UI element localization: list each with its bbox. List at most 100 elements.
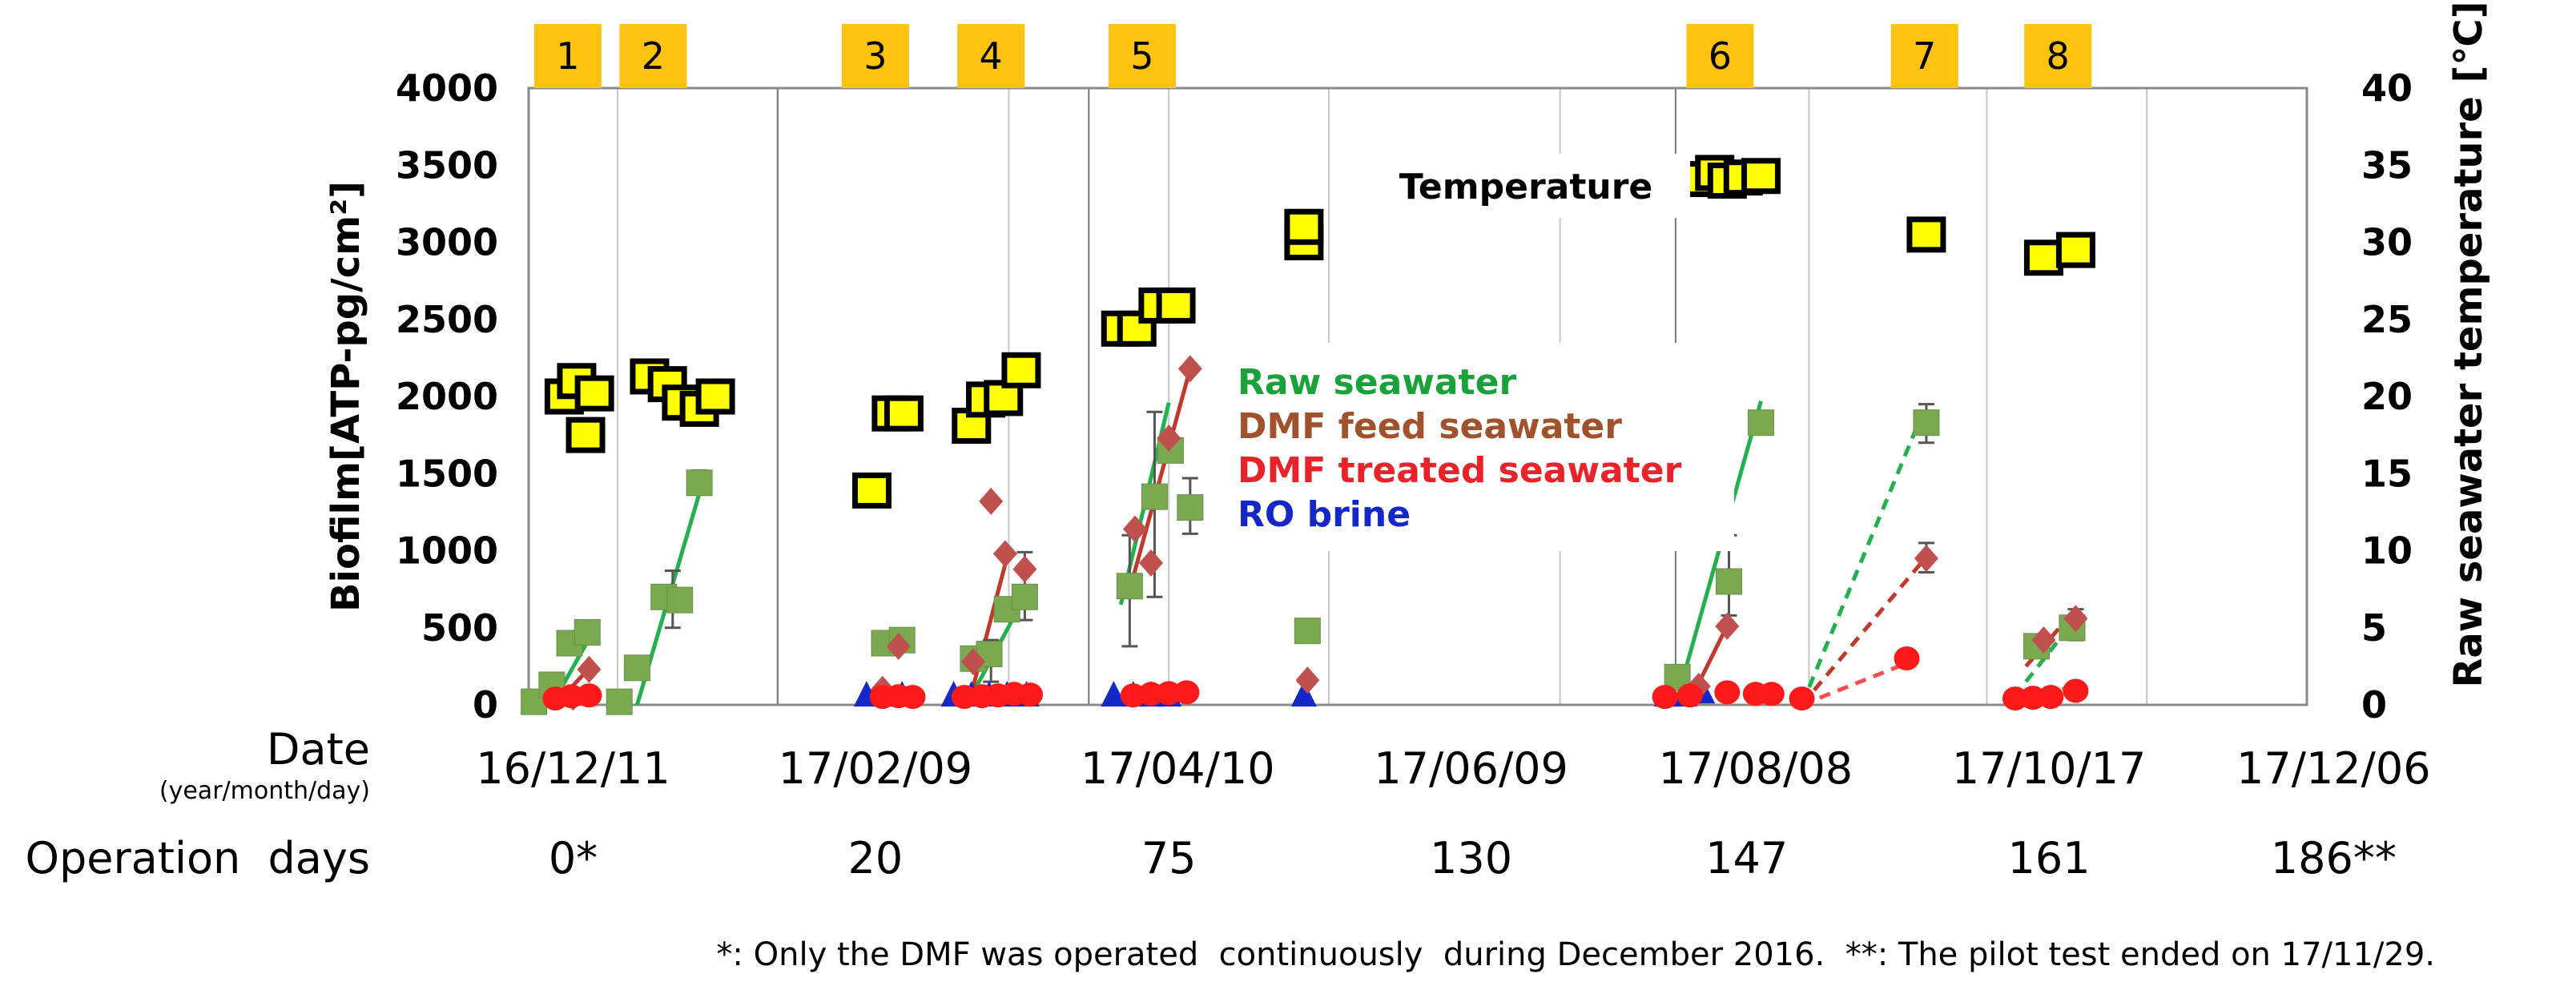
legend-raw-seawater: Raw seawater — [1238, 362, 1516, 403]
raw-seawater-point — [1141, 483, 1168, 510]
dmf-feed-seawater-point — [1715, 612, 1740, 640]
dmf-treated-seawater-point — [2038, 685, 2064, 710]
dmf-treated-seawater-point — [1758, 682, 1785, 706]
period-box — [619, 24, 687, 88]
dmf-treated-seawater-point — [1894, 646, 1920, 671]
temperature-point — [566, 417, 606, 453]
temperature-point — [2023, 239, 2063, 276]
right-axis-tick-label: 35 — [2361, 143, 2413, 187]
temperature-point — [1001, 352, 1041, 388]
period-box-label: 5 — [1130, 34, 1153, 78]
left-axis-title: Biofilm[ATP-pg/cm²] — [324, 181, 368, 612]
left-axis-tick-label: 4000 — [396, 66, 498, 110]
left-axis-tick-label: 2500 — [396, 298, 498, 341]
left-axis-tick-label: 1000 — [396, 529, 498, 573]
temperature-point — [851, 472, 892, 509]
raw-seawater-point — [606, 688, 633, 715]
period-box-label: 7 — [1913, 34, 1936, 78]
left-axis-tick-label: 2000 — [396, 375, 498, 418]
dmf-treated-seawater-point — [2063, 678, 2089, 703]
period-box — [1686, 24, 1754, 88]
right-axis-tick-label: 20 — [2361, 375, 2413, 418]
dmf-feed-seawater-point — [1123, 515, 1148, 543]
raw-seawater-point — [1913, 409, 1940, 437]
dmf-feed-seawater-point — [979, 487, 1004, 515]
dmf-feed-seawater-point — [2031, 626, 2056, 654]
dmf-treated-seawater-point — [1676, 683, 1703, 708]
legend-dmf-feed-seawater: DMF feed seawater — [1238, 406, 1622, 447]
temperature-point — [2055, 231, 2095, 268]
temperature-label: Temperature — [1362, 154, 1690, 218]
right-axis-tick-label: 0 — [2361, 683, 2387, 726]
operation-days-values: 0* 20 75 130 147 161 186** — [549, 833, 2397, 883]
period-box-label: 2 — [642, 34, 665, 78]
right-axis-tick-label: 30 — [2361, 221, 2413, 264]
dmf-feed-seawater-point — [1139, 549, 1163, 577]
period-box — [533, 24, 602, 88]
temperature-label-text: Temperature — [1399, 167, 1653, 207]
operation-day-value: 20 — [848, 833, 904, 883]
period-box-label: 8 — [2047, 34, 2070, 78]
left-axis-tick-label: 500 — [421, 606, 498, 650]
temperature-point — [695, 378, 735, 415]
right-axis-ticks: 40 35 30 25 20 15 10 5 0 — [2361, 66, 2413, 726]
raw-seawater-point — [623, 654, 650, 682]
left-axis-ticks: 4000 3500 3000 2500 2000 1500 1000 500 0 — [396, 66, 498, 726]
dmf-treated-seawater-point — [1017, 682, 1044, 707]
date-sublabel: (year/month/day) — [159, 777, 370, 805]
period-box — [957, 24, 1025, 88]
raw-seawater-point — [686, 469, 713, 497]
date-tick-label: 17/12/06 — [2236, 743, 2431, 794]
dmf-treated-seawater-point — [1652, 685, 1678, 710]
dmf-feed-seawater-point — [1914, 545, 1938, 573]
ro-brine-point — [1290, 681, 1317, 707]
period-box-label: 4 — [980, 34, 1003, 78]
trend-line — [1673, 400, 1763, 706]
operation-day-value: 75 — [1141, 833, 1197, 883]
operation-day-value: 186** — [2271, 833, 2397, 883]
left-axis-tick-label: 3500 — [396, 143, 498, 187]
temperature-point — [883, 395, 924, 432]
temperature-point — [1284, 208, 1324, 245]
period-box — [1890, 24, 1958, 88]
operation-day-value: 0* — [549, 833, 598, 883]
dmf-feed-seawater-point — [1295, 666, 1320, 694]
dmf-feed-seawater-point — [2063, 605, 2088, 633]
dmf-treated-seawater-point — [1789, 686, 1815, 711]
date-tick-label: 17/10/17 — [1952, 743, 2147, 794]
right-axis-tick-label: 40 — [2361, 66, 2413, 110]
period-box-label: 1 — [556, 34, 579, 78]
legend-ro-brine: RO brine — [1238, 494, 1411, 535]
period-box — [841, 24, 909, 88]
period-box — [1108, 24, 1176, 88]
data-markers — [521, 155, 2095, 715]
date-tick-label: 17/04/10 — [1081, 743, 1275, 794]
operation-day-value: 130 — [1430, 833, 1512, 883]
legend: Raw seawater DMF feed seawater DMF treat… — [1222, 343, 1734, 551]
period-box-label: 6 — [1709, 34, 1732, 78]
right-axis-title: Raw seawater temperature [℃] — [2446, 1, 2491, 687]
date-tick-label: 16/12/11 — [476, 743, 670, 794]
dmf-feed-seawater-point — [577, 655, 602, 683]
right-axis-tick-label: 25 — [2361, 298, 2413, 341]
dmf-feed-seawater-point — [992, 540, 1017, 568]
left-axis-tick-label: 0 — [473, 683, 498, 726]
dmf-feed-seawater-point — [961, 648, 985, 676]
plot-area-frame — [527, 87, 2308, 706]
dmf-treated-seawater-point — [576, 683, 602, 708]
left-axis-tick-label: 3000 — [396, 221, 498, 264]
date-tick-labels: 16/12/11 17/02/09 17/04/10 17/06/09 17/08/08… — [476, 743, 2430, 794]
right-axis-tick-label: 10 — [2361, 529, 2413, 573]
date-tick-label: 17/08/08 — [1659, 743, 1854, 794]
trend-line — [1800, 403, 1929, 706]
raw-seawater-point — [1716, 568, 1742, 595]
date-label: Date — [267, 724, 370, 775]
date-tick-label: 17/06/09 — [1374, 743, 1568, 794]
temperature-point — [1906, 216, 1946, 253]
trend-line — [1131, 368, 1193, 577]
dmf-feed-seawater-point — [1177, 355, 1202, 383]
operation-day-value: 161 — [2008, 833, 2091, 883]
temperature-point — [574, 375, 614, 412]
ro-brine-point — [1101, 681, 1127, 707]
